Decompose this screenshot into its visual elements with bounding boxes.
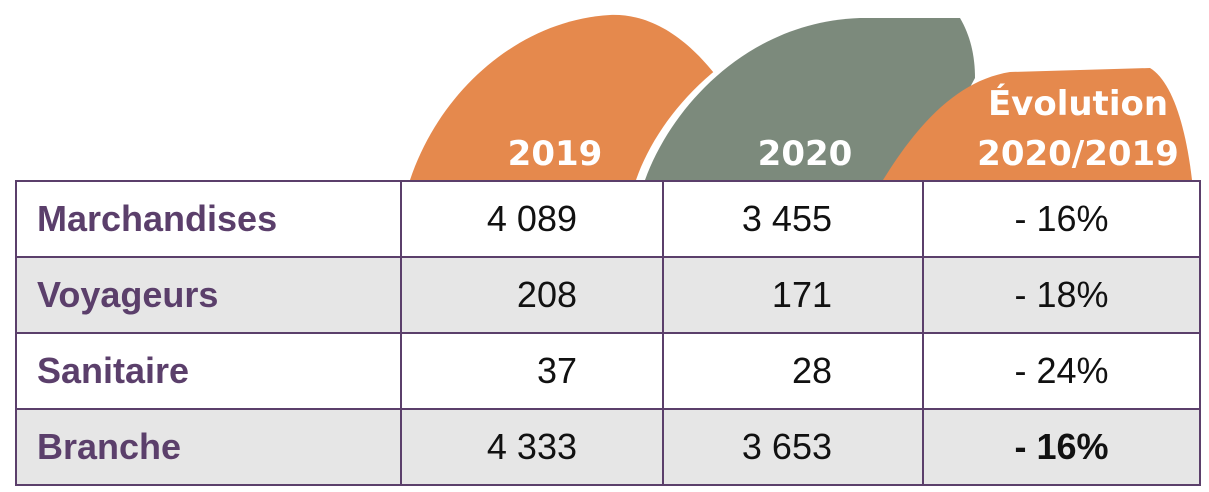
- value-2020: 171: [662, 256, 924, 334]
- value-2020: 28: [662, 332, 924, 410]
- header-shape-evolution: [883, 68, 1192, 180]
- value-2020: 3 653: [662, 408, 924, 486]
- row-label: Voyageurs: [15, 256, 402, 334]
- header-evolution: Évolution: [988, 83, 1168, 124]
- row-label: Branche: [15, 408, 402, 486]
- header-2020: 2020: [758, 134, 853, 174]
- header-shape-2020: [645, 18, 975, 180]
- evolution: - 16%: [922, 180, 1201, 258]
- row-label: Sanitaire: [15, 332, 402, 410]
- value-2019: 37: [400, 332, 664, 410]
- evolution: - 24%: [922, 332, 1201, 410]
- table-row: Voyageurs 208 171- 18%: [15, 256, 1201, 334]
- table-row: Marchandises 4 089 3 455- 16%: [15, 180, 1201, 258]
- evolution: - 16%: [922, 408, 1201, 486]
- value-2020: 3 455: [662, 180, 924, 258]
- value-2019: 4 333: [400, 408, 664, 486]
- data-table: Marchandises 4 089 3 455- 16% Voyageurs 208 1…: [15, 180, 1201, 486]
- value-2019: 4 089: [400, 180, 664, 258]
- table-row: Branche 4 333 3 653- 16%: [15, 408, 1201, 486]
- row-label: Marchandises: [15, 180, 402, 258]
- header: 2019 2020 Évolution 2020/2019: [410, 14, 1192, 180]
- table-row: Sanitaire 37 28- 24%: [15, 332, 1201, 410]
- header-evolution-period: 2020/2019: [977, 134, 1179, 174]
- header-shape-2019: [410, 14, 730, 180]
- value-2019: 208: [400, 256, 664, 334]
- header-2019: 2019: [508, 134, 603, 174]
- evolution: - 18%: [922, 256, 1201, 334]
